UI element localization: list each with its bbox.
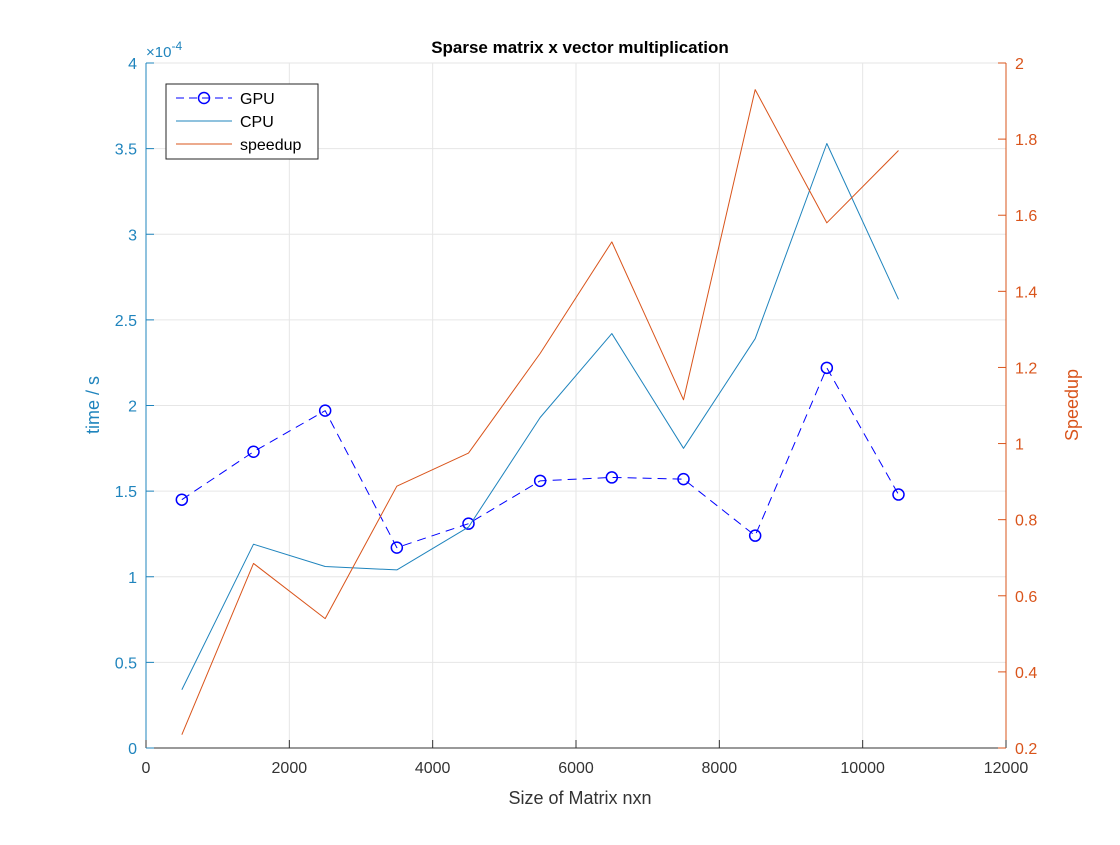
series-layer (175, 89, 905, 735)
legend: GPU CPU speedup (165, 83, 319, 160)
x-tick-label: 4000 (415, 760, 451, 777)
x-tick-label: 10000 (840, 760, 885, 777)
y-right-tick-label: 0.4 (1015, 665, 1037, 682)
series-line-gpu (181, 367, 899, 549)
legend-entry-speedup: speedup (176, 137, 301, 154)
data-point-gpu (462, 517, 475, 530)
series-line-speedup (181, 89, 899, 735)
data-point-gpu (820, 361, 834, 375)
y-right-tick-label: 1.6 (1015, 208, 1037, 225)
y-left-tick-label: 1 (128, 570, 137, 587)
y-left-tick-label: 1.5 (115, 484, 137, 501)
data-point-gpu (247, 445, 260, 458)
x-tick-label: 6000 (558, 760, 594, 777)
data-point-gpu (677, 472, 690, 486)
y-left-tick-label: 0.5 (115, 655, 137, 672)
data-point-gpu (318, 404, 332, 417)
data-point-gpu (892, 488, 905, 501)
legend-label-gpu: GPU (240, 91, 275, 108)
y-right-tick-label: 0.8 (1015, 513, 1037, 530)
y-right-tick-label: 1 (1015, 437, 1024, 454)
y-left-tick-label: 2.5 (115, 313, 137, 330)
data-point-gpu (390, 541, 404, 554)
x-tick-label: 8000 (702, 760, 738, 777)
y-axis-left-exponent: ×10-4 (146, 39, 182, 61)
y-axis-left-label: time / s (83, 376, 103, 434)
chart-title: Sparse matrix x vector multiplication (431, 38, 729, 57)
y-right-tick-label: 0.6 (1015, 589, 1037, 606)
data-point-gpu (748, 529, 762, 542)
y-left-tick-label: 3 (128, 227, 137, 244)
legend-entry-gpu: GPU (176, 91, 275, 108)
series-line-cpu (181, 142, 899, 690)
y-right-tick-label: 1.2 (1015, 360, 1037, 377)
y-left-tick-label: 2 (128, 399, 137, 416)
y-left-tick-label: 4 (128, 56, 137, 73)
x-tick-label: 2000 (272, 760, 308, 777)
x-axis-label: Size of Matrix nxn (508, 788, 651, 808)
exponent-base: ×10 (146, 44, 171, 61)
legend-label-speedup: speedup (240, 137, 301, 154)
data-point-gpu (533, 474, 547, 488)
legend-label-cpu: CPU (240, 114, 274, 131)
y-right-tick-label: 2 (1015, 56, 1024, 73)
grid-layer (145, 62, 1007, 749)
y-left-tick-label: 3.5 (115, 142, 137, 159)
y-left-tick-label: 0 (128, 741, 137, 758)
y-axis-right-label: Speedup (1062, 369, 1082, 441)
y-right-tick-label: 1.4 (1015, 284, 1037, 301)
data-point-gpu (605, 471, 619, 484)
legend-entry-cpu: CPU (176, 114, 274, 131)
y-right-tick-label: 0.2 (1015, 741, 1037, 758)
legend-marker-gpu (197, 91, 211, 105)
exponent-power: -4 (171, 39, 182, 53)
axes-layer: 0 2000 4000 6000 8000 10000 12000 0 0.5 1 1.5 2 2.5 3… (115, 56, 1038, 777)
y-right-tick-label: 1.8 (1015, 132, 1037, 149)
data-point-gpu (175, 493, 189, 506)
x-tick-label: 0 (142, 760, 151, 777)
x-tick-label: 12000 (984, 760, 1029, 777)
